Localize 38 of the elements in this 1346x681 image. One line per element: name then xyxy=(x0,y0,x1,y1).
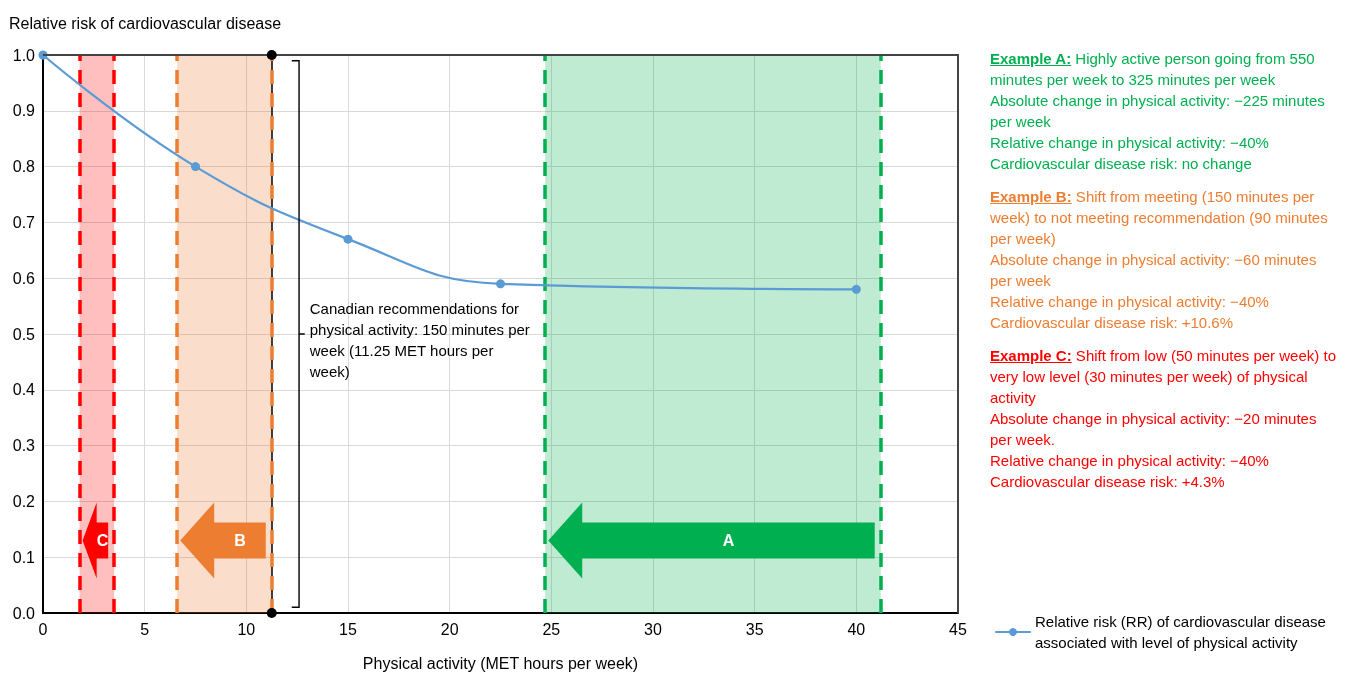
y-tick-label: 0.7 xyxy=(12,213,36,231)
y-tick-label: 0.5 xyxy=(12,325,36,343)
y-tick-label: 0.3 xyxy=(12,437,36,455)
band-label: B xyxy=(234,532,246,550)
x-tick-label: 25 xyxy=(542,620,561,638)
y-tick-label: 0.0 xyxy=(12,604,36,622)
point xyxy=(343,234,353,244)
x-tick-label: 15 xyxy=(339,620,357,638)
y-tick-label: 0.1 xyxy=(12,548,36,566)
x-tick-label: 30 xyxy=(644,620,662,638)
y-tick-label: 0.6 xyxy=(12,269,36,287)
left-arrow: A xyxy=(548,502,875,579)
band-label: C xyxy=(96,532,109,550)
text: Example A: Highly active person going from 550 minutes per week to 325 minutes per week Absolute change in physical activity: −225 minutes per week Relative change in physical activity: −40% Cardiovascular disease risk: no change xyxy=(990,49,1326,174)
y-tick-label: 0.9 xyxy=(12,102,36,120)
y-tick-label: 0.2 xyxy=(12,492,36,510)
text: Example B: Shift from meeting (150 minutes per week) to not meeting recommendation (90 minutes per week) Absolute change in physical activity: −60 minutes per week Relative change in physical activity: −40% Cardiovascular disease risk: +10.6% xyxy=(990,187,1329,333)
point xyxy=(851,284,861,294)
point xyxy=(191,162,200,172)
left-arrow: C xyxy=(82,502,109,579)
y-tick-label: 0.8 xyxy=(12,158,36,176)
x-axis-title: Physical activity (MET hours per week) xyxy=(362,654,639,672)
x-tick-label: 5 xyxy=(140,620,150,638)
point xyxy=(496,279,505,289)
x-tick-label: 35 xyxy=(745,620,764,638)
x-tick-label: 40 xyxy=(847,620,866,638)
y-tick-label: 0.4 xyxy=(12,381,36,399)
y-axis-title: Relative risk of cardiovascular disease xyxy=(9,14,282,32)
left-arrow: B xyxy=(180,502,266,579)
x-tick-label: 0 xyxy=(38,620,48,638)
legend-label: Relative risk (RR) of cardiovascular disease associated with level of physical activity xyxy=(1035,613,1331,651)
x-tick-label: 10 xyxy=(237,620,256,638)
text: Example C: Shift from low (50 minutes per week) to very low level (30 minutes per week) of physical activity Absolute change in physical activity: −20 minutes per week. Relative change in physical activity: −40% Cardiovascular disease risk: +4.3% xyxy=(990,346,1337,492)
band-label: A xyxy=(722,532,735,550)
ref-line-label: Canadian recommendations for physical activity: 150 minutes per week (11.25 MET hours per week) xyxy=(309,298,531,382)
x-tick-label: 20 xyxy=(440,620,459,638)
x-tick-label: 45 xyxy=(949,620,967,638)
y-tick-label: 1.0 xyxy=(12,46,36,64)
